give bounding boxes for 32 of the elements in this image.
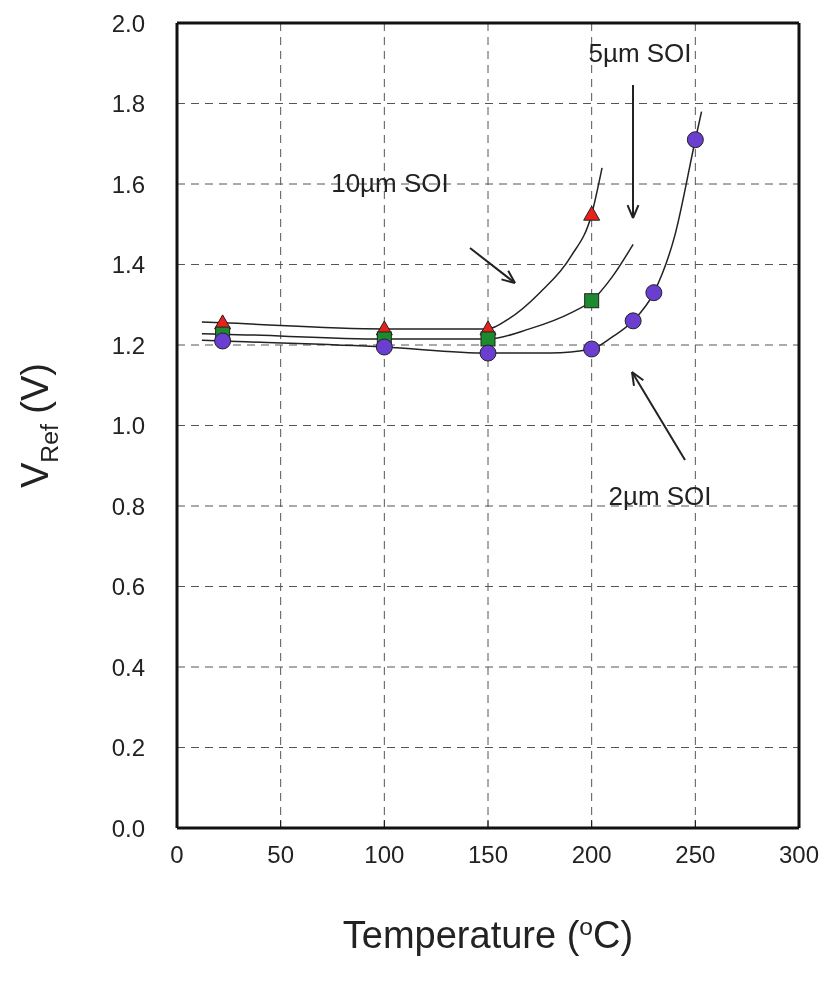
- point: [583, 340, 601, 358]
- x-tick-label: 200: [571, 841, 612, 869]
- x-tick-label: 50: [267, 841, 295, 869]
- point: [645, 284, 663, 302]
- x-axis-title: Temperature ($^{o}$C): [342, 912, 634, 956]
- point: [480, 331, 496, 347]
- y-tick-label: 0.4: [111, 653, 145, 681]
- x-tick-label: 0: [170, 841, 184, 869]
- point: [686, 131, 704, 149]
- point: [584, 293, 600, 309]
- x-tick-label: 300: [778, 841, 820, 869]
- point: [214, 332, 232, 350]
- y-tick-label: 1.6: [111, 170, 145, 198]
- point: [375, 338, 393, 356]
- y-tick-label: 1.0: [111, 412, 145, 440]
- annotation: 10µm SOI: [331, 167, 449, 198]
- point: [624, 312, 642, 330]
- x-tick-label: 150: [467, 841, 509, 869]
- x-tick-label: 100: [364, 841, 405, 869]
- y-tick-label: 1.2: [111, 331, 145, 359]
- annotation: 5µm SOI: [588, 37, 692, 68]
- y-tick-label: 2.0: [111, 9, 145, 37]
- y-tick-label: 1.8: [111, 90, 145, 118]
- y-tick-label: 0.0: [111, 814, 145, 842]
- point: [583, 205, 601, 221]
- y-tick-label: 0.8: [111, 492, 145, 520]
- y-tick-label: 0.6: [111, 573, 145, 601]
- point: [479, 344, 497, 362]
- x-tick-label: 250: [675, 841, 716, 869]
- annotation: 2µm SOI: [608, 480, 712, 511]
- y-tick-label: 1.4: [111, 251, 145, 279]
- y-tick-label: 0.2: [111, 734, 145, 762]
